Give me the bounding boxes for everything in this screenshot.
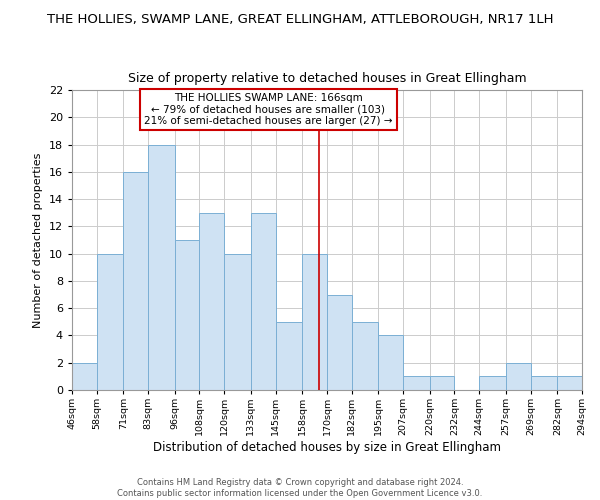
Bar: [403, 376, 430, 390]
Bar: [506, 362, 530, 390]
Text: Contains HM Land Registry data © Crown copyright and database right 2024.
Contai: Contains HM Land Registry data © Crown c…: [118, 478, 482, 498]
Bar: [530, 376, 557, 390]
Bar: [430, 376, 455, 390]
Bar: [148, 144, 175, 390]
Bar: [97, 254, 124, 390]
Y-axis label: Number of detached properties: Number of detached properties: [33, 152, 43, 328]
Bar: [302, 254, 327, 390]
X-axis label: Distribution of detached houses by size in Great Ellingham: Distribution of detached houses by size …: [153, 441, 501, 454]
Bar: [327, 294, 352, 390]
Bar: [479, 376, 506, 390]
Bar: [124, 172, 148, 390]
Bar: [251, 212, 275, 390]
Bar: [224, 254, 251, 390]
Bar: [352, 322, 379, 390]
Title: Size of property relative to detached houses in Great Ellingham: Size of property relative to detached ho…: [128, 72, 526, 85]
Text: THE HOLLIES, SWAMP LANE, GREAT ELLINGHAM, ATTLEBOROUGH, NR17 1LH: THE HOLLIES, SWAMP LANE, GREAT ELLINGHAM…: [47, 12, 553, 26]
Bar: [175, 240, 199, 390]
Bar: [379, 336, 403, 390]
Bar: [275, 322, 302, 390]
Bar: [72, 362, 97, 390]
Bar: [557, 376, 582, 390]
Bar: [199, 212, 224, 390]
Text: THE HOLLIES SWAMP LANE: 166sqm
← 79% of detached houses are smaller (103)
21% of: THE HOLLIES SWAMP LANE: 166sqm ← 79% of …: [144, 93, 392, 126]
